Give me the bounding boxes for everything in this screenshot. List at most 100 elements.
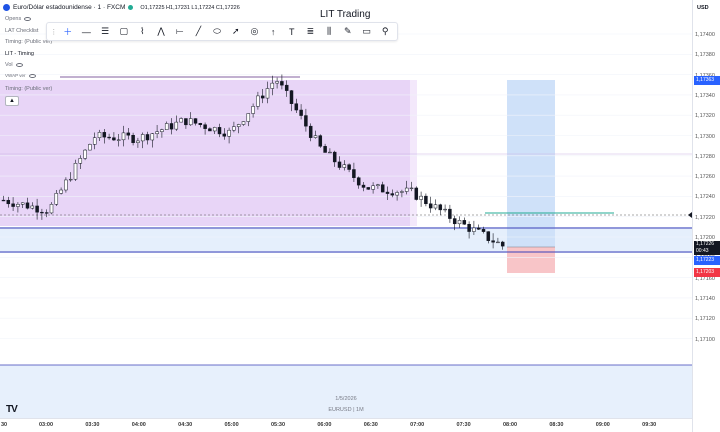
time-axis[interactable]: 30 03:00 03:30 04:00 04:30 05:00 05:30 06:00 06:… (0, 418, 692, 432)
candle-body (395, 192, 399, 196)
comment-icon[interactable]: ▭ (362, 26, 371, 36)
candle-body (304, 115, 308, 127)
candle-body (73, 163, 78, 180)
indicator-label: Opens (5, 16, 22, 22)
grip-icon[interactable]: ⋮ (50, 28, 58, 36)
candle-body (332, 151, 337, 163)
time-tick-label: 07:00 (410, 422, 425, 428)
candle-body (462, 220, 467, 225)
trend-line-icon[interactable]: ╱ (195, 26, 202, 36)
zigzag-icon[interactable]: ⋀ (157, 26, 165, 36)
symbol-legend[interactable]: Euro/Dólar estadounidense · 1 · FXCM O1,… (3, 4, 240, 11)
candle-body (457, 220, 462, 225)
price-tick-label: 1,17400 (695, 32, 715, 38)
candle-body (212, 127, 217, 132)
date-watermark: 1/5/2026 (335, 396, 357, 402)
indicator-timing-public[interactable]: Timing: (Public ver) (5, 39, 52, 45)
pattern-icon[interactable]: ⫼ (327, 26, 332, 36)
chevron-up-icon: ▲ (9, 98, 15, 104)
price-chart[interactable] (0, 0, 692, 418)
candle-body (342, 164, 347, 168)
candle-body (136, 140, 140, 143)
pin-icon[interactable]: ⚲ (381, 26, 389, 36)
candle-body (428, 203, 433, 209)
candle-body (40, 211, 44, 214)
candle-body (294, 103, 299, 111)
market-open-icon (128, 5, 134, 10)
price-arrow-icon (688, 212, 692, 218)
arrow-up-icon[interactable]: ↑ (270, 26, 276, 37)
time-tick-label: 07:30 (456, 422, 471, 428)
currency-badge[interactable]: USD (697, 5, 709, 11)
time-tick-label: 05:30 (270, 422, 286, 428)
session-zone (0, 80, 410, 226)
candle-body (227, 129, 231, 137)
long-position-icon[interactable]: ≣ (306, 26, 315, 36)
candle-body (11, 203, 15, 207)
price-tag: 00:43 (694, 248, 720, 255)
rectangle-icon[interactable]: ▢ (119, 26, 128, 36)
indicator-vwap[interactable]: VWAP ver (5, 73, 36, 78)
candle-body (371, 185, 375, 190)
indicator-label: LAT Checklist (5, 28, 39, 34)
candle-body (481, 229, 486, 232)
candle-body (467, 224, 471, 232)
candle-body (92, 137, 97, 145)
candle-body (380, 184, 385, 193)
time-tick-label: 04:30 (178, 422, 193, 428)
candle-body (366, 187, 371, 190)
price-tick-label: 1,17160 (695, 275, 715, 282)
time-tick-label: 06:00 (317, 422, 332, 428)
horizontal-ray-icon[interactable]: ⟝ (175, 26, 184, 36)
candle-body (472, 227, 476, 232)
grid-icon[interactable]: ☰ (101, 26, 110, 36)
candle-body (131, 134, 135, 143)
indicator-lit-timing[interactable]: LIT - Timing (5, 51, 34, 57)
drawing-toolbar[interactable]: ⋮ ＋ — ☰ ▢ ⌇ ⋀ ⟝ ╱ ⬭ ➚ ◎ ↑ T ≣ ⫼ ✎ ▭ ⚲ (46, 22, 398, 41)
candle-body (236, 124, 241, 127)
candle-body (251, 106, 255, 114)
time-tick-label: 09:30 (642, 422, 657, 428)
horizontal-line-icon[interactable]: — (81, 26, 91, 37)
candle-body (385, 191, 390, 194)
brush-icon[interactable]: ✎ (344, 26, 352, 36)
price-tick-label: 1,17260 (695, 174, 715, 181)
indicator-label: VWAP ver (5, 73, 26, 78)
indicator-label: LIT - Timing (5, 51, 34, 57)
candle-body (121, 132, 126, 141)
arrow-line-icon[interactable]: ➚ (231, 26, 240, 36)
text-icon[interactable]: T (289, 26, 295, 37)
candle-body (356, 177, 361, 186)
price-tick-label: 1,17220 (695, 214, 715, 221)
ellipse-icon[interactable]: ⬭ (213, 26, 221, 36)
candle-body (476, 227, 481, 230)
candle-body (260, 95, 265, 99)
candle-body (16, 204, 20, 207)
candle-body (54, 193, 59, 205)
candle-body (486, 231, 491, 241)
symbol-name[interactable]: Euro/Dólar estadounidense · 1 · FXCM (13, 4, 126, 11)
price-tick-label: 1,17340 (695, 92, 715, 99)
collapse-legend-button[interactable]: ▲ (5, 96, 19, 106)
chart-pane[interactable]: Euro/Dólar estadounidense · 1 · FXCM O1,… (0, 0, 692, 418)
indicator-opens[interactable]: Opens (5, 16, 32, 22)
candle-body (337, 161, 342, 168)
path-icon[interactable]: ⌇ (140, 26, 145, 36)
indicator-vol[interactable]: Vol (5, 62, 23, 68)
crosshair-icon[interactable]: ＋ (63, 27, 73, 37)
circle-target-icon[interactable]: ◎ (250, 26, 259, 36)
eye-icon[interactable] (15, 63, 23, 67)
time-tick-label: 03:30 (85, 422, 100, 428)
tradingview-logo[interactable]: TV (6, 404, 18, 415)
eye-icon[interactable] (28, 73, 36, 78)
price-axis[interactable]: USD 1,17400 1,17380 1,17360 1,17340 1,17320 1… (692, 0, 720, 432)
candle-body (145, 134, 150, 141)
candle-body (376, 184, 380, 186)
candle-body (140, 134, 145, 142)
candle-body (289, 90, 294, 104)
candle-body (155, 131, 159, 134)
eye-icon[interactable] (24, 17, 32, 21)
candle-body (102, 132, 107, 138)
indicator-lat-checklist[interactable]: LAT Checklist (5, 28, 38, 34)
candle-body (318, 135, 323, 147)
